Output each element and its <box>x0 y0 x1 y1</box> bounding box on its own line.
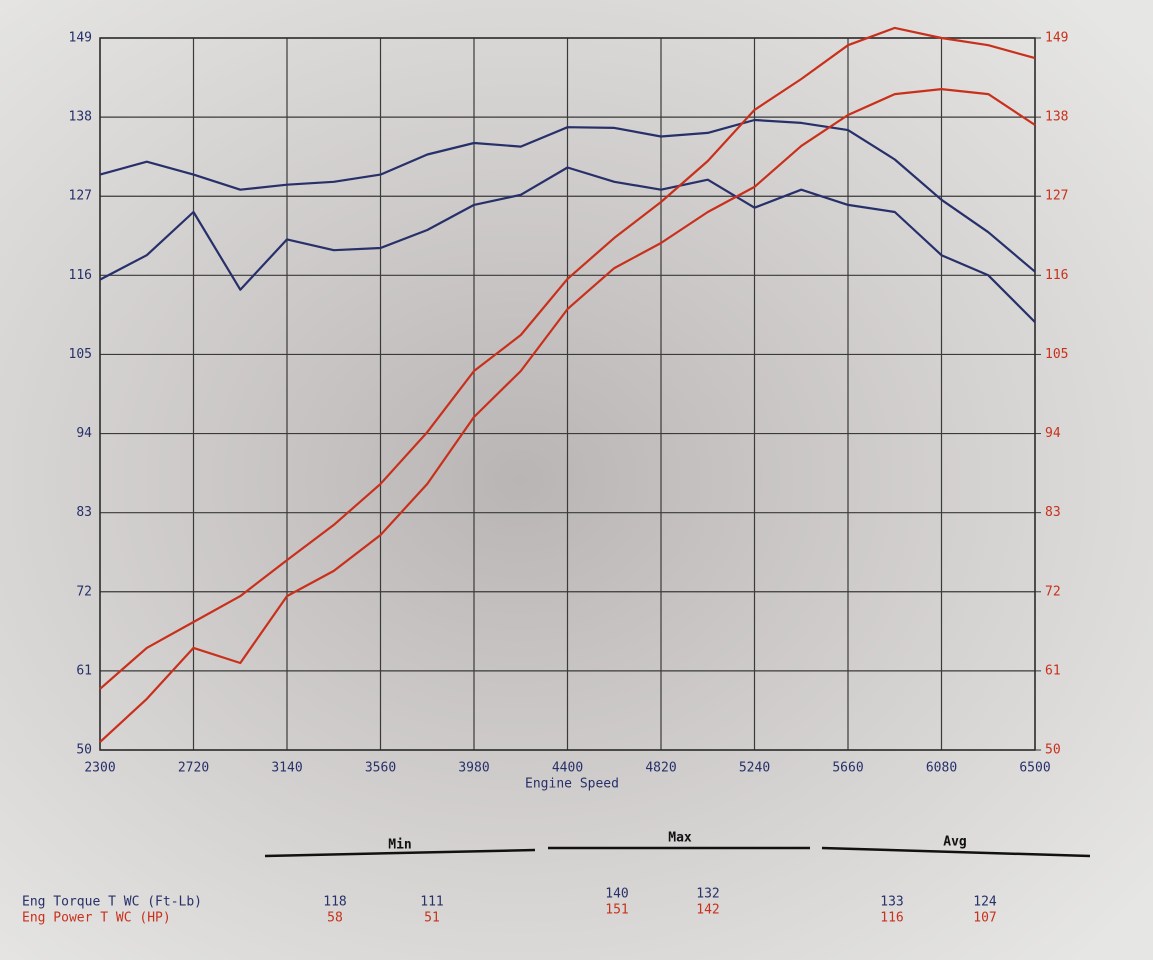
table-header-rule <box>264 846 1091 858</box>
y2-tick-label: 72 <box>1045 584 1061 599</box>
x-tick-label: 5240 <box>739 761 770 776</box>
y2-tick-label: 105 <box>1045 347 1068 362</box>
table-cell: 140 <box>605 887 628 902</box>
y-tick-label: 83 <box>76 505 92 520</box>
y2-tick-label: 94 <box>1045 426 1061 441</box>
x-tick-label: 5660 <box>832 761 863 776</box>
y2-tick-label: 61 <box>1045 663 1061 678</box>
y2-tick-label: 116 <box>1045 268 1068 283</box>
table-cell: 124 <box>973 895 997 910</box>
x-tick-label: 3560 <box>365 761 396 776</box>
x-tick-label: 3140 <box>271 761 302 776</box>
data-line <box>99 118 1036 273</box>
table-cell: 116 <box>880 911 903 926</box>
y-tick-label: 105 <box>69 347 92 362</box>
y-tick-label: 94 <box>76 426 92 441</box>
y2-tick-label: 50 <box>1045 743 1061 758</box>
table-cell: 51 <box>424 911 440 926</box>
x-axis-label: Engine Speed <box>525 777 619 792</box>
y-tick-label: 61 <box>76 663 92 678</box>
y2-tick-label: 149 <box>1045 31 1068 46</box>
table-row-label: Eng Torque T WC (Ft-Lb) <box>22 895 202 910</box>
table-cell: 133 <box>880 895 903 910</box>
table-cell: 142 <box>696 903 719 918</box>
y-tick-label: 116 <box>69 268 92 283</box>
x-tick-label: 2720 <box>178 761 209 776</box>
y-tick-label: 138 <box>69 110 92 125</box>
y-tick-label: 50 <box>76 743 92 758</box>
data-line <box>99 26 1036 690</box>
y2-tick-label: 138 <box>1045 110 1068 125</box>
table-cell: 58 <box>327 911 343 926</box>
y2-tick-label: 83 <box>1045 505 1061 520</box>
plot-frame <box>99 37 1036 751</box>
x-tick-label: 4400 <box>552 761 583 776</box>
table-cell: 118 <box>323 895 346 910</box>
x-tick-label: 4820 <box>645 761 676 776</box>
y-tick-label: 149 <box>69 31 92 46</box>
table-row-label: Eng Power T WC (HP) <box>22 911 171 926</box>
table-column-header: Max <box>668 831 692 846</box>
x-tick-label: 3980 <box>458 761 489 776</box>
table-cell: 132 <box>696 887 719 902</box>
table-column-header: Min <box>388 838 411 853</box>
table-cell: 107 <box>973 911 996 926</box>
y2-tick-label: 127 <box>1045 189 1068 204</box>
x-tick-label: 6500 <box>1019 761 1050 776</box>
table-cell: 111 <box>420 895 443 910</box>
x-tick-label: 2300 <box>84 761 115 776</box>
y-tick-label: 72 <box>76 584 92 599</box>
data-line <box>99 166 1036 323</box>
table-column-header: Avg <box>943 835 966 850</box>
x-tick-label: 6080 <box>926 761 957 776</box>
table-cell: 151 <box>605 903 628 918</box>
data-line <box>99 88 1036 743</box>
y-tick-label: 127 <box>69 189 92 204</box>
